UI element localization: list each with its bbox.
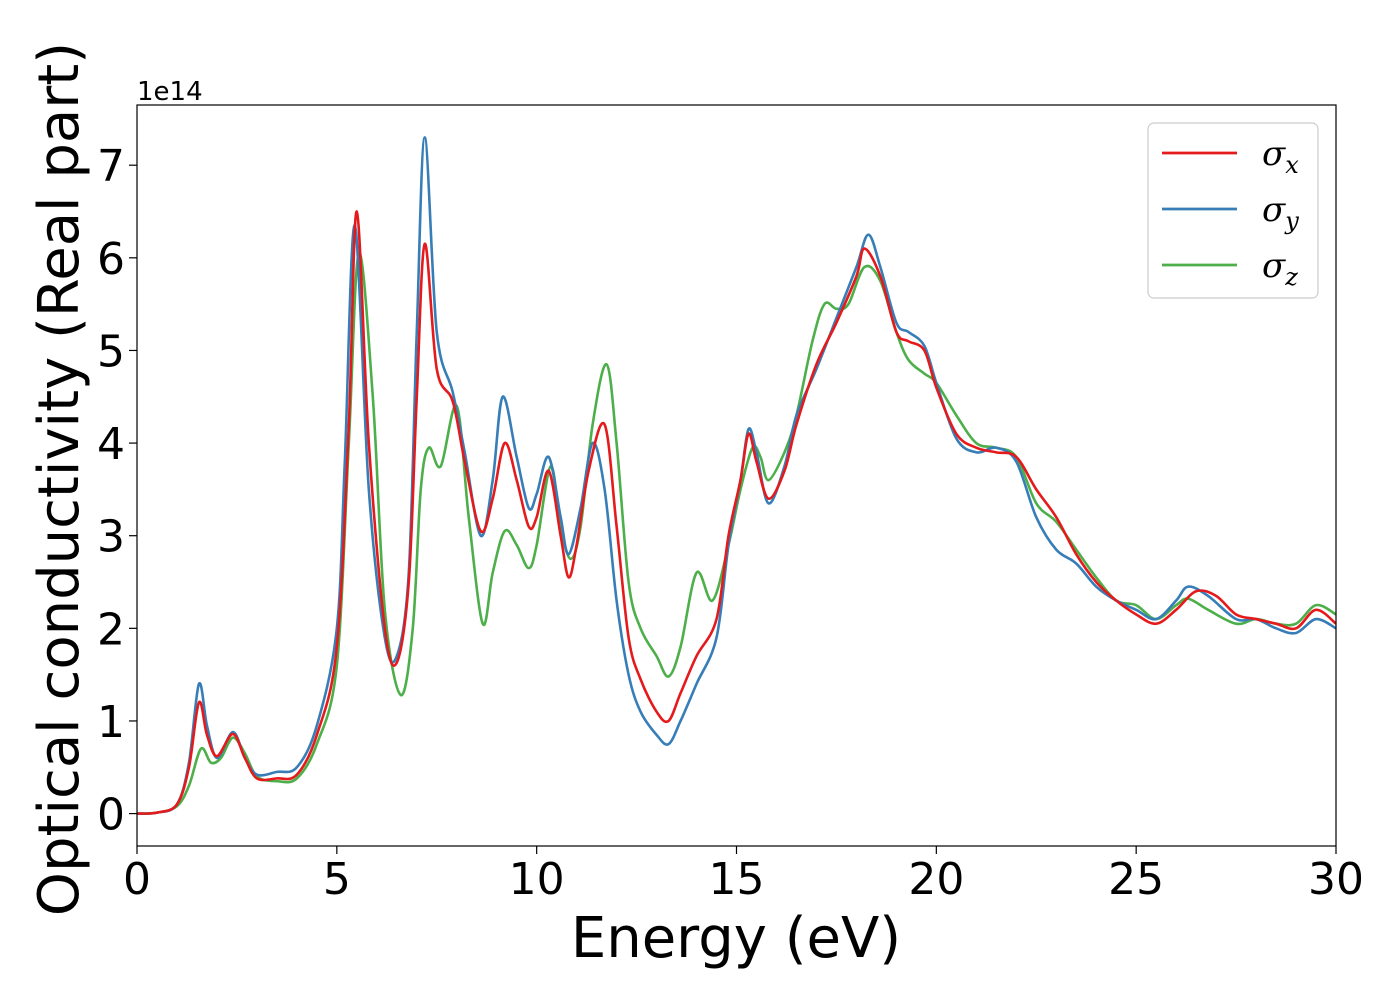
y-tick-label: 1 (97, 697, 125, 748)
y-tick-label: 2 (97, 604, 125, 655)
legend-label-y: σy (1262, 190, 1299, 235)
y-axis-title: Optical conductivity (Real part) (27, 42, 92, 916)
legend-box (1147, 122, 1319, 299)
legend-label-x: σx (1262, 134, 1299, 179)
x-axis-title: Energy (eV) (571, 906, 901, 971)
x-tick-label: 5 (323, 854, 351, 905)
legend-label-z: σz (1262, 246, 1298, 291)
y-tick-label: 5 (97, 326, 125, 377)
x-tick-label: 15 (709, 854, 765, 905)
x-tick-label: 10 (509, 854, 565, 905)
series-line-x (137, 210, 1336, 815)
axes-layer: 0 5 10 15 20 25 30 0 1 2 3 4 5 6 7 (97, 104, 1364, 905)
x-tick-label: 25 (1108, 854, 1164, 905)
y-tick-label: 7 (97, 141, 125, 192)
legend: σx σy σz (1147, 122, 1319, 299)
y-tick-label: 6 (97, 234, 125, 285)
y-tick-label: 4 (97, 419, 125, 470)
x-tick-label: 0 (123, 854, 151, 905)
series-line-y (137, 136, 1336, 815)
series-layer (137, 136, 1336, 815)
y-tick-label: 0 (97, 790, 125, 841)
y-tick-label: 3 (97, 512, 125, 563)
y-offset-label: 1e14 (137, 77, 203, 107)
x-tick-label: 30 (1308, 854, 1364, 905)
x-tick-label: 20 (908, 854, 964, 905)
